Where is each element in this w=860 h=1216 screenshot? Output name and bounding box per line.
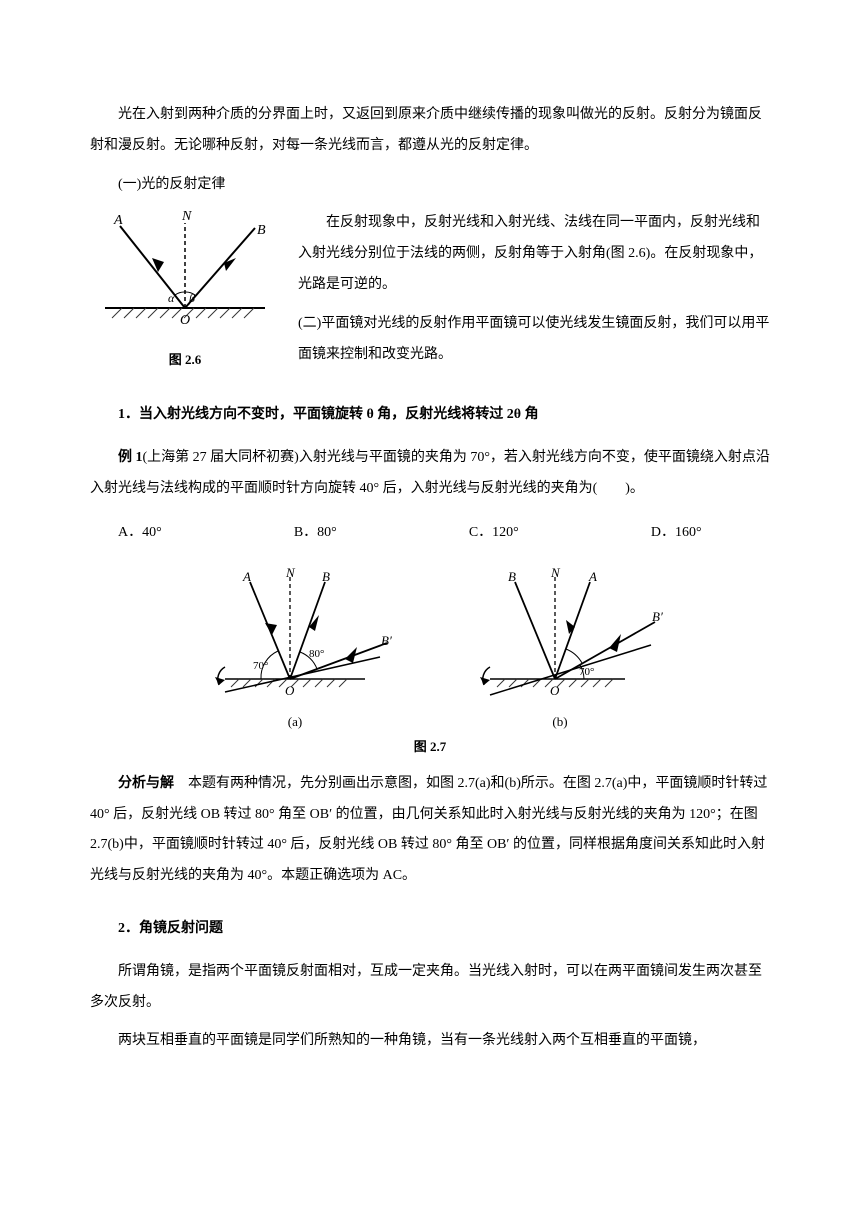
svg-text:N: N [181,209,192,224]
corner-mirror-p1: 所谓角镜，是指两个平面镜反射面相对，互成一定夹角。当光线入射时，可以在两平面镜间… [90,957,770,1019]
fig26-caption: 图 2.6 [90,349,280,368]
fig27a-label: (a) [195,714,395,730]
analysis-label: 分析与解 [118,776,174,791]
section-1-title: (一)光的反射定律 [90,170,770,201]
svg-text:70°: 70° [579,666,594,678]
figure-2-6: A N B α β O 图 2.6 [90,208,280,368]
option-c: C．120° [469,521,519,541]
heading-2: 2．角镜反射问题 [90,914,770,945]
svg-text:α: α [168,291,175,305]
svg-text:O: O [180,313,190,328]
example-1: 例 1(上海第 27 届大同杯初赛)入射光线与平面镜的夹角为 70°，若入射光线… [90,443,770,505]
analysis-text: 本题有两种情况，先分别画出示意图，如图 2.7(a)和(b)所示。在图 2.7(… [90,776,767,883]
analysis: 分析与解 本题有两种情况，先分别画出示意图，如图 2.7(a)和(b)所示。在图… [90,769,770,892]
svg-text:A: A [242,569,251,584]
intro-paragraph: 光在入射到两种介质的分界面上时，又返回到原来介质中继续传播的现象叫做光的反射。反… [90,100,770,162]
fig26-svg: A N B α β O [90,208,280,338]
svg-text:O: O [285,683,295,698]
fig27a: A N B B′ 70° 80° O (a) [195,567,395,730]
option-d: D．160° [651,521,702,541]
ex1-source: (上海第 27 届大同杯初赛) [143,450,299,465]
section-1-block: A N B α β O 图 2.6 在反射现象中，反射光线和入射光线、法线在同一… [90,208,770,378]
svg-text:N: N [550,567,561,580]
figure-2-7: A N B B′ 70° 80° O (a) [90,567,770,730]
option-b: B．80° [294,521,337,541]
svg-text:B: B [508,569,516,584]
options-row: A．40° B．80° C．120° D．160° [90,513,716,557]
svg-text:A: A [588,569,597,584]
svg-text:70°: 70° [253,660,268,672]
fig27-caption: 图 2.7 [90,736,770,755]
option-a: A．40° [118,521,162,541]
svg-text:B: B [322,569,330,584]
svg-text:B′: B′ [381,633,392,648]
corner-mirror-p2: 两块互相垂直的平面镜是同学们所熟知的一种角镜，当有一条光线射入两个互相垂直的平面… [90,1026,770,1057]
svg-text:B′: B′ [652,609,663,624]
svg-text:B: B [257,223,266,238]
svg-text:A: A [113,213,123,228]
svg-text:β: β [188,291,195,305]
svg-text:80°: 80° [309,648,324,660]
svg-text:N: N [285,567,296,580]
ex1-label: 例 1 [118,450,143,465]
svg-text:O: O [550,683,560,698]
fig27b-label: (b) [455,714,665,730]
heading-1: 1．当入射光线方向不变时，平面镜旋转 θ 角，反射光线将转过 2θ 角 [90,400,770,431]
fig27b: B N A B′ 70° O (b) [455,567,665,730]
